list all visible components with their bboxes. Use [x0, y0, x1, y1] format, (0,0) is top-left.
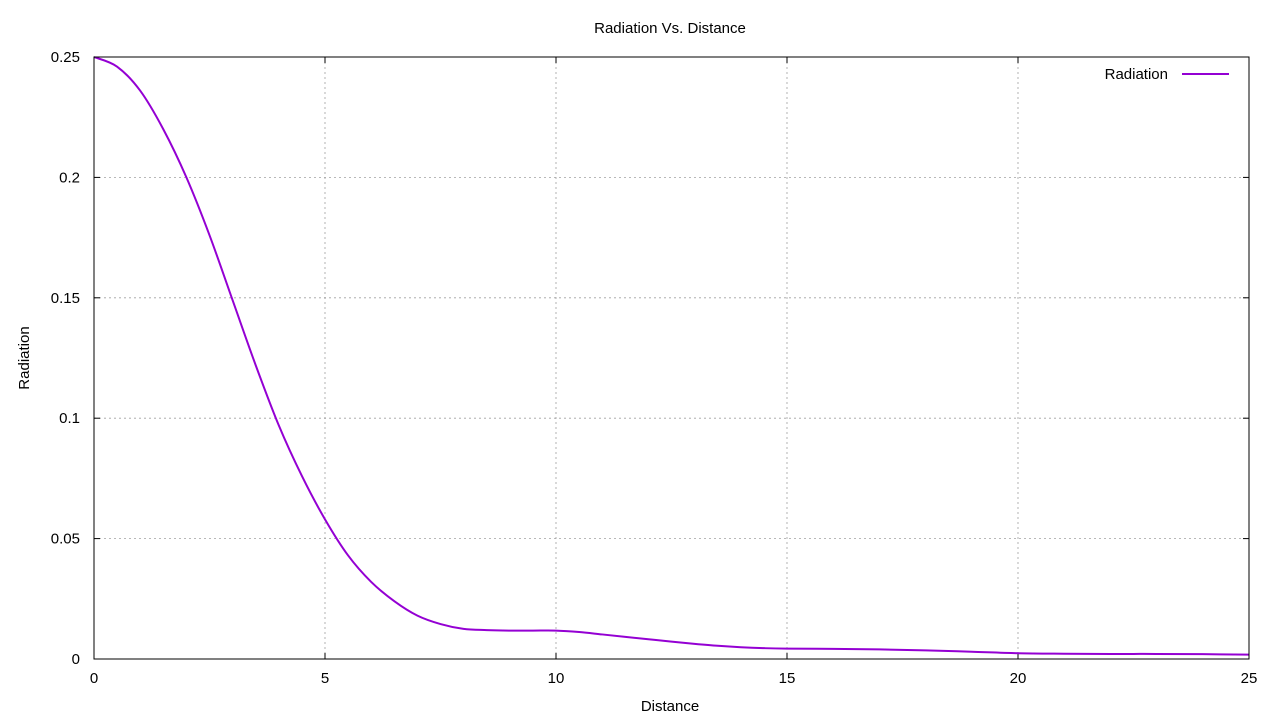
axis-ticks — [93, 56, 1250, 660]
series-lines — [93, 56, 1250, 656]
x-tick-label: 0 — [90, 670, 98, 687]
y-tick-label: 0.15 — [51, 290, 80, 307]
y-tick-label: 0.05 — [51, 531, 80, 548]
tick-labels: 0 5 10 15 20 25 0 0.05 0.1 0.15 0.2 0.25 — [51, 49, 1258, 687]
legend-label-radiation: Radiation — [1105, 66, 1168, 83]
y-tick-label: 0 — [72, 651, 80, 668]
series-line-radiation — [93, 56, 1250, 656]
y-tick-label: 0.1 — [59, 410, 80, 427]
plot-frame — [93, 56, 1250, 660]
x-tick-label: 5 — [321, 670, 329, 687]
y-tick-label: 0.2 — [59, 169, 80, 186]
chart-title: Radiation Vs. Distance — [594, 20, 746, 37]
y-axis-label: Radiation — [16, 326, 33, 389]
legend: Radiation — [1105, 66, 1229, 83]
x-tick-label: 20 — [1010, 670, 1027, 687]
x-axis-label: Distance — [641, 698, 699, 715]
y-tick-label: 0.25 — [51, 49, 80, 66]
x-tick-label: 10 — [548, 670, 565, 687]
x-tick-label: 15 — [779, 670, 796, 687]
grid-lines — [94, 57, 1249, 659]
x-tick-label: 25 — [1241, 670, 1258, 687]
